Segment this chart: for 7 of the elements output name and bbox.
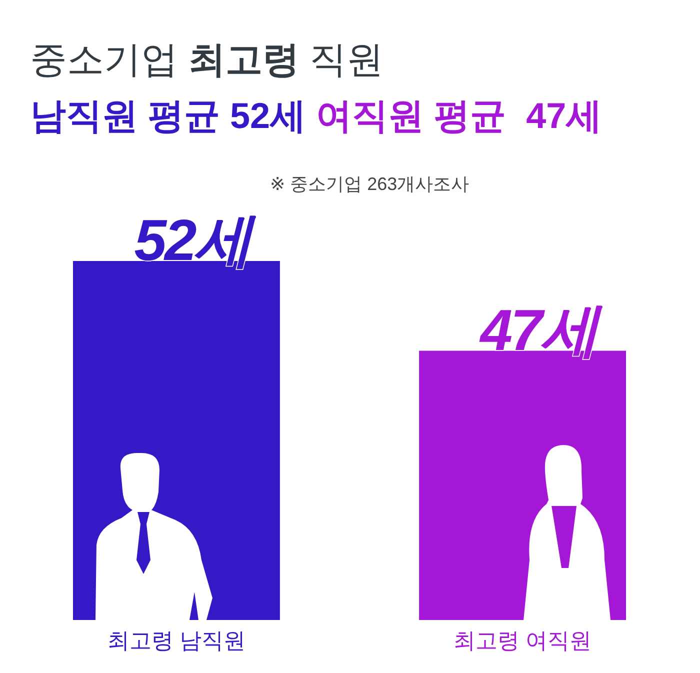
text: ※ 중소기업 263개사조사	[270, 174, 470, 194]
chart-title: 중소기업 최고령 직원	[30, 39, 384, 80]
data-label: 47세	[479, 298, 603, 363]
chart-subtitle: 남직원 평균 52세 여직원 평균 47세	[30, 95, 602, 136]
x-tick-label: 최고령 남직원	[107, 628, 246, 653]
x-tick-label: 최고령 여직원	[453, 628, 592, 653]
data-label: 52세	[134, 208, 257, 273]
